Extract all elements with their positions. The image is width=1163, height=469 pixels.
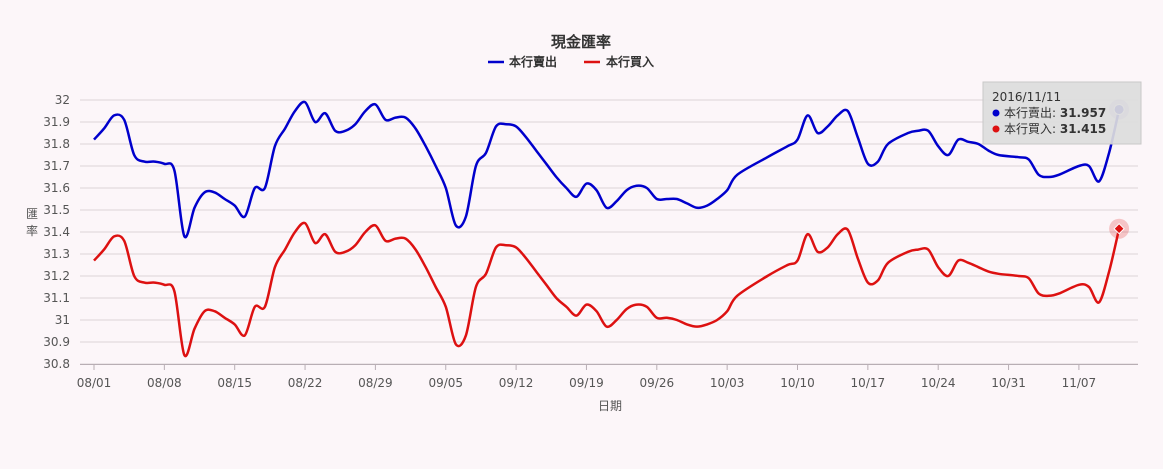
x-tick-label: 10/17 (851, 376, 886, 390)
x-tick-label: 11/07 (1062, 376, 1097, 390)
x-axis-title: 日期 (598, 399, 622, 413)
tooltip-row-sell: 本行賣出: 31.957 (1004, 105, 1106, 120)
x-tick-label: 08/29 (358, 376, 393, 390)
y-tick-label: 31.5 (43, 203, 70, 217)
y-axis-title-char-2: 率 (26, 223, 38, 238)
x-tick-label: 08/08 (147, 376, 182, 390)
x-tick-label: 08/15 (217, 376, 252, 390)
x-axis: 08/01 08/08 08/15 08/22 08/29 09/05 09/12 09/19… (77, 364, 1138, 390)
y-tick-label: 31.2 (43, 269, 70, 283)
x-tick-label: 08/22 (288, 376, 323, 390)
legend-label-sell: 本行賣出 (509, 54, 557, 69)
x-tick-label: 10/10 (780, 376, 815, 390)
y-tick-label: 31 (55, 313, 70, 327)
y-tick-label: 31.6 (43, 181, 70, 195)
x-tick-label: 08/01 (77, 376, 112, 390)
x-tick-label: 09/05 (428, 376, 463, 390)
y-tick-label: 32 (55, 93, 70, 107)
series-line-sell[interactable] (93, 100, 1121, 239)
y-axis-title: 匯 率 (26, 207, 38, 238)
series-line-buy[interactable] (93, 221, 1121, 358)
y-tick-label: 30.8 (43, 357, 70, 371)
legend-item-sell[interactable]: 本行賣出 (488, 54, 557, 69)
x-tick-label: 09/26 (640, 376, 675, 390)
tooltip-value-sell: 31.957 (1060, 106, 1106, 120)
legend-label-buy: 本行買入 (606, 54, 654, 69)
x-tick-label: 10/31 (991, 376, 1026, 390)
legend: 本行賣出 本行買入 (488, 54, 654, 69)
x-tick-label: 10/24 (921, 376, 956, 390)
x-tick-label: 10/03 (710, 376, 745, 390)
y-tick-label: 31.9 (43, 115, 70, 129)
hover-point-buy[interactable] (1113, 222, 1125, 235)
y-tick-label: 31.1 (43, 291, 70, 305)
y-tick-label: 31.3 (43, 247, 70, 261)
tooltip-box (982, 81, 1142, 145)
y-tick-label: 30.9 (43, 335, 70, 349)
tooltip-label-sell: 本行賣出: (1004, 105, 1060, 120)
tooltip-row-buy: 本行買入: 31.415 (1004, 122, 1106, 136)
tooltip-bullet-sell (992, 109, 1000, 117)
x-tick-label: 09/19 (569, 376, 604, 390)
tooltip: 2016/11/11 本行賣出: 31.957 本行買入: 31.415 (982, 81, 1142, 145)
series-layer (93, 100, 1121, 358)
legend-item-buy[interactable]: 本行買入 (584, 54, 654, 69)
y-axis-ticks: 30.8 30.9 31 31.1 31.2 31.3 31.4 31.5 31.6 31.7 31… (43, 93, 70, 371)
y-tick-label: 31.7 (43, 159, 70, 173)
y-tick-label: 31.4 (43, 225, 70, 239)
y-axis-title-char-1: 匯 (26, 207, 38, 221)
grid-lines (80, 99, 1138, 365)
x-tick-label: 09/12 (499, 376, 534, 390)
tooltip-date: 2016/11/11 (992, 90, 1061, 104)
tooltip-value-buy: 31.415 (1060, 122, 1106, 136)
tooltip-bullet-buy (992, 125, 1000, 133)
chart-title: 現金匯率 (551, 33, 611, 51)
tooltip-label-buy: 本行買入: (1004, 122, 1060, 136)
y-tick-label: 31.8 (43, 137, 70, 151)
